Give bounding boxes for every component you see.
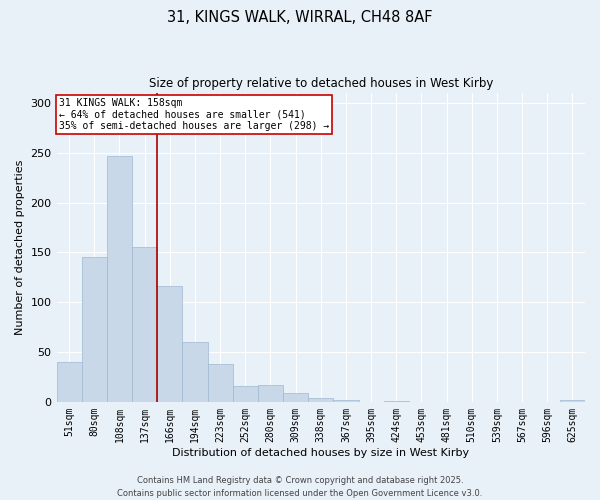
Bar bbox=[56, 362, 82, 402]
Bar bbox=[283, 393, 308, 402]
Bar bbox=[82, 258, 107, 402]
X-axis label: Distribution of detached houses by size in West Kirby: Distribution of detached houses by size … bbox=[172, 448, 469, 458]
Bar bbox=[334, 400, 359, 402]
Text: Contains HM Land Registry data © Crown copyright and database right 2025.
Contai: Contains HM Land Registry data © Crown c… bbox=[118, 476, 482, 498]
Title: Size of property relative to detached houses in West Kirby: Size of property relative to detached ho… bbox=[149, 78, 493, 90]
Bar bbox=[208, 364, 233, 402]
Bar bbox=[308, 398, 334, 402]
Bar bbox=[560, 400, 585, 402]
Bar bbox=[107, 156, 132, 402]
Bar bbox=[157, 286, 182, 402]
Bar bbox=[182, 342, 208, 402]
Bar bbox=[383, 401, 409, 402]
Text: 31 KINGS WALK: 158sqm
← 64% of detached houses are smaller (541)
35% of semi-det: 31 KINGS WALK: 158sqm ← 64% of detached … bbox=[59, 98, 329, 131]
Bar bbox=[258, 385, 283, 402]
Bar bbox=[233, 386, 258, 402]
Y-axis label: Number of detached properties: Number of detached properties bbox=[15, 160, 25, 335]
Bar bbox=[132, 248, 157, 402]
Text: 31, KINGS WALK, WIRRAL, CH48 8AF: 31, KINGS WALK, WIRRAL, CH48 8AF bbox=[167, 10, 433, 25]
